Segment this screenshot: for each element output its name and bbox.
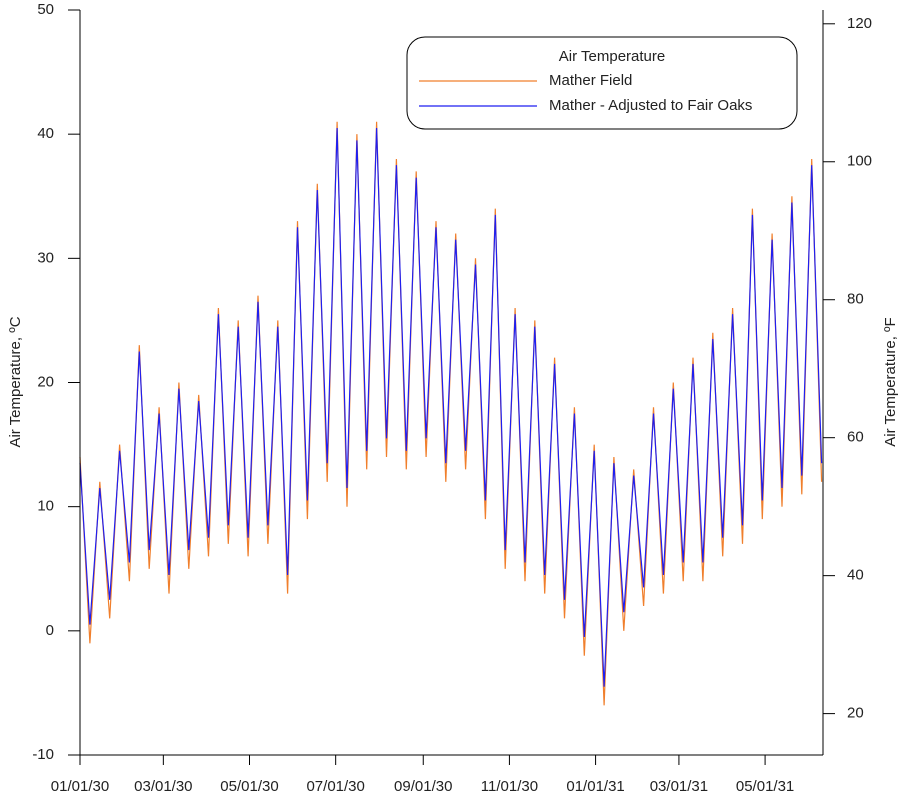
x-tick-label: 01/01/31	[566, 778, 624, 795]
y2-tick-label: 100	[847, 153, 872, 170]
x-tick-label: 07/01/30	[306, 778, 364, 795]
legend-label: Mather - Adjusted to Fair Oaks	[549, 97, 752, 114]
y2-tick-label: 40	[847, 567, 864, 584]
y-tick-label: -10	[32, 746, 54, 763]
y-tick-label: 50	[37, 1, 54, 18]
y2-tick-label: 120	[847, 15, 872, 32]
x-tick-label: 03/01/31	[650, 778, 708, 795]
y-tick-label: 0	[46, 622, 54, 639]
y2-axis-label: Air Temperature, ºF	[882, 317, 899, 446]
legend-label: Mather Field	[549, 72, 632, 89]
x-tick-label: 05/01/30	[220, 778, 278, 795]
y2-tick-label: 20	[847, 705, 864, 722]
y-tick-label: 30	[37, 249, 54, 266]
series-line	[79, 127, 823, 687]
y-tick-label: 10	[37, 498, 54, 515]
x-tick-label: 03/01/30	[134, 778, 192, 795]
x-tick-label: 05/01/31	[736, 778, 794, 795]
y-tick-label: 20	[37, 373, 54, 390]
x-tick-label: 09/01/30	[394, 778, 452, 795]
series-line	[79, 121, 823, 706]
x-tick-label: 01/01/30	[51, 778, 109, 795]
y-tick-label: 40	[37, 125, 54, 142]
y-axis-label: Air Temperature, ºC	[7, 316, 24, 447]
y2-tick-label: 60	[847, 429, 864, 446]
x-tick-label: 11/01/30	[481, 778, 538, 795]
legend: Air Temperature Mather Field Mather - Adju…	[406, 36, 798, 130]
legend-title: Air Temperature	[559, 48, 665, 65]
y2-tick-label: 80	[847, 291, 864, 308]
